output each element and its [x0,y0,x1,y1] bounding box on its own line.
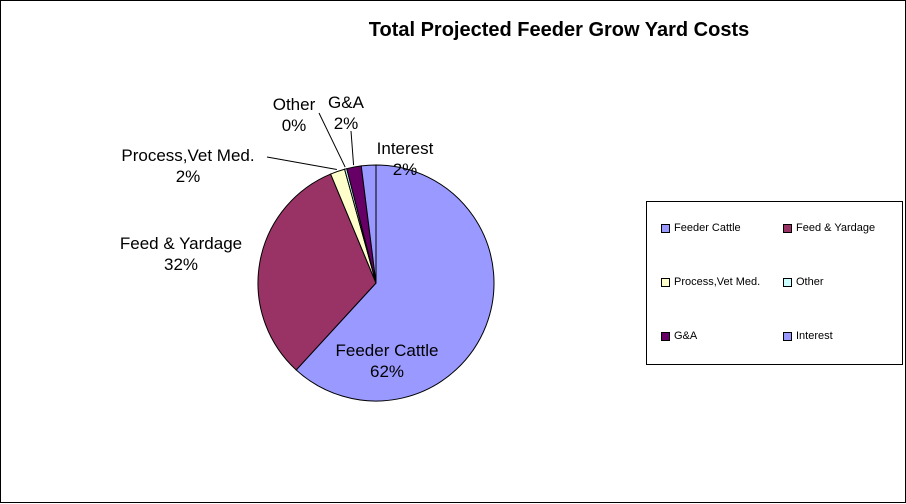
leader-line-other [318,112,346,168]
data-label-pct-process-vet-med: 2% [176,167,201,186]
legend-label-process-vet-med: Process,Vet Med. [674,276,761,288]
legend-label-g-and-a: G&A [674,330,698,342]
legend-label-interest: Interest [796,330,833,342]
legend-item-interest: Interest [783,330,833,342]
pie-slice-feeder-cattle [295,164,495,402]
data-label-pct-feeder-cattle: 62% [370,362,404,381]
data-label-name-other: Other [273,95,316,114]
chart-legend: Feeder Cattle Feed & Yardage Process,Vet… [646,201,903,365]
legend-swatch-interest [783,331,792,341]
leader-line-ganda [350,130,355,166]
legend-swatch-process-vet-med [661,277,670,287]
legend-label-feeder-cattle: Feeder Cattle [674,222,741,234]
legend-item-other: Other [783,276,824,288]
legend-item-feed-yardage: Feed & Yardage [783,222,875,234]
legend-item-process-vet-med: Process,Vet Med. [661,276,760,288]
legend-item-g-and-a: G&A [661,330,697,342]
legend-swatch-g-and-a [661,331,670,341]
legend-label-feed-yardage: Feed & Yardage [796,222,876,234]
pie-slice-interest [360,164,377,284]
data-label-name-ganda: G&A [328,93,365,112]
legend-item-feeder-cattle: Feeder Cattle [661,222,741,234]
legend-swatch-feeder-cattle [661,223,670,233]
data-label-name-process-vet-med: Process,Vet Med. [121,146,254,165]
legend-swatch-feed-yardage [783,223,792,233]
data-label-pct-feed-and-yardage: 32% [164,255,198,274]
data-label-pct-interest: 2% [393,160,418,179]
pie-slice-feed-and-yardage [257,173,377,371]
data-label-pct-other: 0% [282,116,307,135]
data-label-name-feeder-cattle: Feeder Cattle [336,341,439,360]
data-label-pct-ganda: 2% [334,114,359,133]
data-label-name-interest: Interest [377,139,434,158]
legend-swatch-other [783,277,792,287]
chart-title: Total Projected Feeder Grow Yard Costs [368,19,750,41]
legend-label-other: Other [796,276,824,288]
leader-line-process-vet-med [266,156,337,171]
data-label-name-feed-and-yardage: Feed & Yardage [120,234,242,253]
